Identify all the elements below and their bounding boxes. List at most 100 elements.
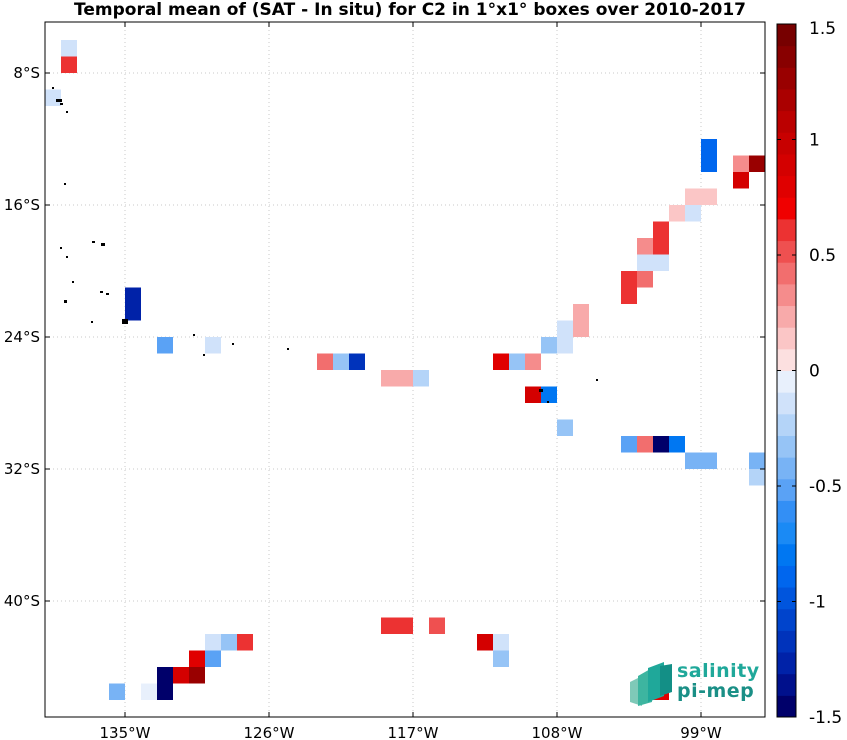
data-cell: [701, 139, 717, 156]
colorbar-segment: [777, 413, 796, 436]
data-cell: [493, 650, 509, 667]
colorbar-segment: [777, 262, 796, 285]
colorbar-segment: [777, 695, 796, 718]
island-speck: [106, 293, 109, 295]
data-cell: [125, 304, 141, 321]
island-speck: [64, 183, 66, 185]
colorbar-segment: [777, 435, 796, 458]
data-cells: [45, 40, 765, 700]
data-cell: [733, 172, 749, 189]
data-cell: [653, 238, 669, 255]
colorbar-tick-label: 1.5: [809, 19, 836, 39]
x-tick-label: 126°W: [244, 724, 295, 740]
island-speck: [56, 99, 62, 102]
colorbar-segment: [777, 132, 796, 155]
colorbar-segment: [777, 153, 796, 177]
data-cell: [701, 155, 717, 172]
data-cell: [381, 370, 397, 387]
y-tick-label: 32°S: [4, 460, 40, 478]
data-cell: [333, 353, 349, 370]
data-cell: [429, 617, 445, 634]
data-cell: [61, 56, 77, 73]
data-cell: [349, 353, 365, 370]
colorbar-segment: [777, 110, 796, 133]
data-cell: [205, 634, 221, 651]
colorbar-segment: [777, 478, 796, 501]
colorbar-segment: [777, 327, 796, 350]
data-cell: [637, 238, 653, 255]
logo-text-salinity: salinity: [677, 660, 760, 682]
island-speck: [100, 291, 103, 293]
island-speck: [66, 256, 68, 258]
data-cell: [317, 353, 333, 370]
colorbar-tick-label: 0: [809, 362, 820, 382]
data-cell: [685, 188, 701, 205]
data-cell: [397, 617, 413, 634]
island-speck: [287, 348, 289, 350]
data-cell: [525, 386, 541, 403]
data-cell: [525, 353, 541, 370]
colorbar-segment: [777, 24, 796, 47]
data-cell: [141, 683, 157, 700]
data-cell: [637, 436, 653, 453]
data-cell: [125, 287, 141, 304]
data-cell: [621, 287, 637, 304]
y-tick-label: 8°S: [13, 64, 40, 82]
data-cell: [573, 320, 589, 337]
data-cell: [685, 205, 701, 222]
colorbar-segment: [777, 608, 796, 631]
island-speck: [193, 334, 195, 336]
axis-ticks: 135°W 126°W 117°W 108°W 99°W 8°S 16°S 24°S 32°S 4…: [4, 22, 765, 740]
colorbar-segment: [777, 565, 796, 588]
data-cell: [237, 634, 253, 651]
data-cell: [397, 370, 413, 387]
data-cell: [541, 386, 557, 403]
colorbar: 1.5 1 0.5 0 -0.5 -1 -1.5: [776, 19, 842, 728]
grid-lines: [45, 22, 765, 717]
colorbar-segment: [777, 197, 796, 220]
colorbar-segment: [777, 673, 796, 696]
data-cell: [701, 452, 717, 469]
data-cell: [509, 353, 525, 370]
logo-text-pimep: pi-mep: [677, 680, 755, 702]
data-cell: [573, 304, 589, 321]
colorbar-segment: [777, 175, 796, 198]
colorbar-tick-label: -0.5: [809, 477, 842, 497]
data-cell: [653, 436, 669, 453]
colorbar-segment: [777, 457, 796, 480]
data-cell: [157, 683, 173, 700]
data-cell: [749, 469, 765, 486]
data-cell: [109, 683, 125, 700]
colorbar-tick-label: -1.5: [809, 708, 842, 728]
island-speck: [60, 103, 63, 105]
colorbar-segment: [777, 45, 796, 68]
colorbar-tick-label: -1: [809, 593, 826, 613]
colorbar-segment: [777, 88, 796, 112]
colorbar-segment: [777, 587, 796, 610]
data-cell: [61, 40, 77, 57]
salinity-pimep-logo: salinity pi-mep: [628, 660, 768, 710]
island-speck: [92, 241, 95, 243]
x-tick-label: 108°W: [532, 724, 583, 740]
data-cell: [557, 337, 573, 354]
data-cell: [205, 650, 221, 667]
data-cell: [173, 667, 189, 684]
data-cell: [653, 221, 669, 238]
map-title: Temporal mean of (SAT - In situ) for C2 …: [74, 0, 746, 20]
island-speck: [52, 87, 54, 89]
colorbar-segment: [777, 370, 796, 393]
data-cell: [189, 667, 205, 684]
island-speck: [547, 401, 549, 403]
colorbar-segment: [777, 652, 796, 675]
colorbar-segment: [777, 522, 796, 545]
data-cell: [413, 370, 429, 387]
data-cell: [637, 271, 653, 288]
island-speck: [539, 389, 543, 392]
colorbar-segment: [777, 240, 796, 263]
island-speck: [64, 300, 67, 303]
data-cell: [669, 205, 685, 222]
colorbar-segment: [777, 500, 796, 523]
data-cell: [749, 155, 765, 172]
island-speck: [91, 321, 93, 323]
